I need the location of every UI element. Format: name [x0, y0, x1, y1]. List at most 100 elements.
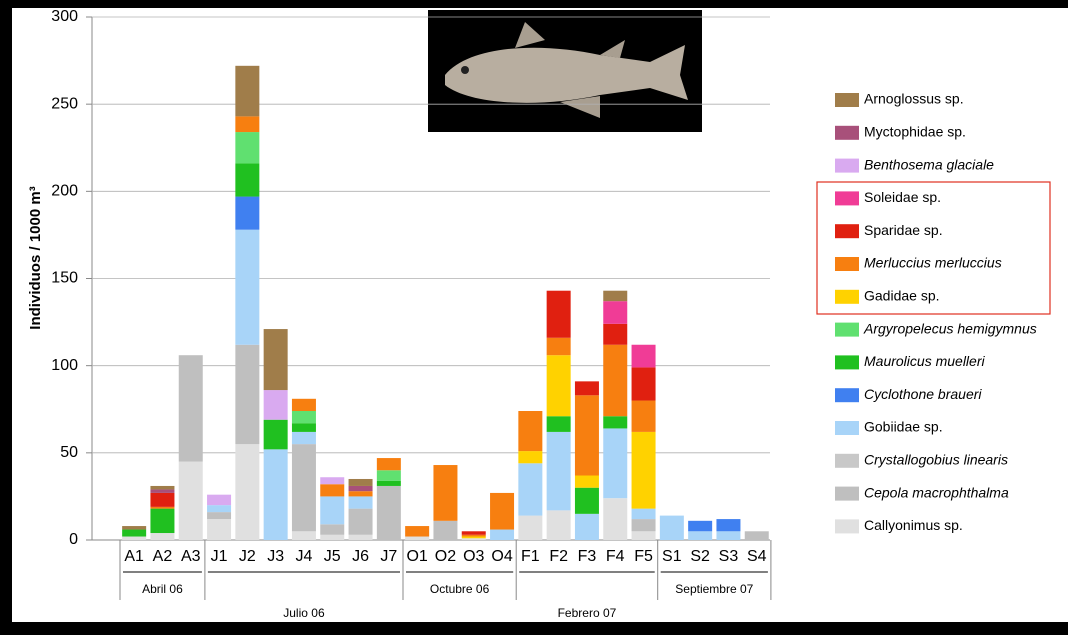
x-tick-label: F5 [634, 548, 653, 565]
legend-label: Cyclothone braueri [864, 386, 982, 402]
bar-segment [291, 398, 316, 411]
bar-segment [150, 489, 175, 493]
bar-segment [405, 526, 430, 537]
bar-segment [207, 512, 232, 520]
x-tick-label: J5 [324, 548, 341, 565]
bar-segment [546, 290, 571, 338]
bar-segment [150, 506, 175, 509]
x-tick-label: F3 [578, 548, 597, 565]
bar-segment [688, 531, 713, 540]
legend-label: Cepola macrophthalma [864, 484, 1009, 500]
bar-segment [150, 492, 175, 507]
legend-swatch [835, 388, 859, 403]
x-tick-label: S4 [747, 548, 767, 565]
legend-swatch [835, 519, 859, 534]
y-tick-label: 100 [51, 357, 78, 374]
bar-segment [461, 531, 486, 535]
group-label: Julio 06 [283, 606, 325, 620]
bar-segment [291, 531, 316, 540]
bar-segment [574, 395, 599, 476]
bar-segment [122, 526, 147, 530]
bar-segment [348, 496, 373, 509]
legend-swatch [835, 257, 859, 271]
x-tick-label: A1 [124, 548, 144, 565]
bar-segment [461, 538, 486, 540]
x-tick-label: S3 [719, 548, 739, 565]
bar-segment [178, 355, 203, 462]
group-label: Febrero 07 [558, 606, 617, 620]
x-tick-label: A3 [181, 548, 201, 565]
legend-swatch [835, 289, 859, 304]
bar-segment [207, 519, 232, 540]
bar-segment [518, 463, 543, 516]
bar-segment [631, 344, 656, 368]
bar-segment [348, 491, 373, 497]
legend-label: Gobiidae sp. [864, 419, 943, 435]
x-tick-label: J2 [239, 548, 256, 565]
x-tick-label: A2 [153, 548, 173, 565]
x-tick-label: S1 [662, 548, 682, 565]
bar-segment [263, 449, 288, 540]
y-tick-label: 250 [51, 95, 78, 112]
bar-segment [235, 444, 260, 540]
legend-label: Benthosema glaciale [864, 156, 994, 172]
fish-photo [428, 10, 702, 132]
y-tick-label: 150 [51, 270, 78, 287]
x-tick-label: F4 [606, 548, 625, 565]
bar-segment [235, 196, 260, 230]
bar-segment [376, 470, 401, 481]
bar-segment [235, 344, 260, 445]
bar-segment [348, 478, 373, 486]
bar-segment [631, 531, 656, 540]
bar-segment [235, 163, 260, 197]
y-tick-label: 50 [60, 444, 78, 461]
bar-segment [376, 485, 401, 540]
x-tick-label: S2 [690, 548, 710, 565]
bar-segment [603, 301, 628, 324]
bar-segment [320, 484, 345, 497]
legend-label: Sparidae sp. [864, 222, 943, 238]
legend-label: Gadidae sp. [864, 288, 940, 304]
y-axis-label: Individuos / 1000 m³ [27, 186, 44, 329]
bar-segment [348, 534, 373, 540]
bar-segment [376, 458, 401, 471]
x-tick-label: J1 [211, 548, 228, 565]
x-tick-label: J3 [267, 548, 284, 565]
bar-segment [490, 492, 515, 530]
x-tick-label: F2 [549, 548, 568, 565]
x-tick-label: J6 [352, 548, 369, 565]
legend-label: Argyropelecus hemigymnus [863, 320, 1037, 336]
bar-segment [235, 116, 260, 133]
legend-label: Maurolicus muelleri [864, 353, 985, 369]
bar-segment [376, 480, 401, 486]
bar-segment [716, 519, 741, 532]
bar-segment [122, 536, 147, 540]
bar-segment [263, 390, 288, 420]
group-label: Abril 06 [142, 582, 183, 596]
bar-segment [433, 465, 458, 521]
bar-segment [688, 520, 713, 532]
bar-segment [603, 323, 628, 345]
y-tick-label: 200 [51, 183, 78, 200]
bar-segment [603, 344, 628, 417]
bar-segment [546, 431, 571, 511]
bar-segment [320, 496, 345, 525]
y-tick-label: 300 [51, 8, 78, 25]
bar-segment [574, 513, 599, 540]
bar-segment [659, 515, 684, 540]
bar-segment [291, 431, 316, 445]
bar-segment [235, 65, 260, 117]
bar-segment [631, 400, 656, 432]
x-tick-label: O2 [435, 548, 456, 565]
legend-swatch [835, 125, 859, 140]
bar-segment [631, 431, 656, 509]
bar-segment [518, 515, 543, 540]
group-label: Octubre 06 [430, 582, 490, 596]
legend-label: Merluccius merluccius [864, 255, 1002, 271]
x-tick-label: F1 [521, 548, 540, 565]
group-label: Septiembre 07 [675, 582, 753, 596]
bar-segment [546, 416, 571, 432]
bar-segment [574, 475, 599, 488]
bar-segment [122, 529, 147, 537]
legend-highlight-box [816, 181, 1051, 315]
